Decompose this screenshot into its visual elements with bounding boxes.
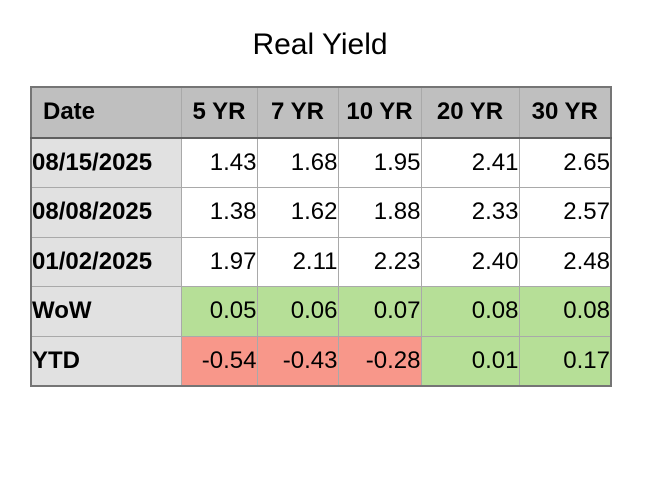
- column-header-30yr: 30 YR: [518, 86, 612, 139]
- cell-positive: 0.06: [256, 286, 339, 337]
- cell: 1.43: [180, 137, 258, 188]
- row-label: 08/08/2025: [30, 187, 182, 238]
- cell: 2.11: [256, 236, 339, 287]
- cell-positive: 0.05: [180, 286, 258, 337]
- column-header-5yr: 5 YR: [180, 86, 258, 139]
- cell: 1.95: [337, 137, 422, 188]
- cell-positive: 0.07: [337, 286, 422, 337]
- cell-positive: 0.01: [420, 335, 520, 387]
- cell-negative: -0.28: [337, 335, 422, 387]
- cell: 2.33: [420, 187, 520, 238]
- real-yield-table: Date 5 YR 7 YR 10 YR 20 YR 30 YR 08/15/2…: [30, 86, 612, 387]
- cell: 2.40: [420, 236, 520, 287]
- cell-negative: -0.43: [256, 335, 339, 387]
- cell: 2.41: [420, 137, 520, 188]
- cell-positive: 0.08: [518, 286, 612, 337]
- page-title: Real Yield: [252, 28, 388, 61]
- cell: 1.88: [337, 187, 422, 238]
- cell: 2.65: [518, 137, 612, 188]
- cell: 1.97: [180, 236, 258, 287]
- column-header-20yr: 20 YR: [420, 86, 520, 139]
- header-row: Date 5 YR 7 YR 10 YR 20 YR 30 YR: [30, 86, 612, 139]
- row-label: YTD: [30, 335, 182, 387]
- cell-positive: 0.08: [420, 286, 520, 337]
- table-row-ytd: YTD -0.54 -0.43 -0.28 0.01 0.17: [30, 335, 612, 387]
- cell: 2.48: [518, 236, 612, 287]
- row-label: 01/02/2025: [30, 236, 182, 287]
- column-header-7yr: 7 YR: [256, 86, 339, 139]
- table-row: 08/15/2025 1.43 1.68 1.95 2.41 2.65: [30, 137, 612, 188]
- table-row: 01/02/2025 1.97 2.11 2.23 2.40 2.48: [30, 236, 612, 287]
- row-label: 08/15/2025: [30, 137, 182, 188]
- column-header-10yr: 10 YR: [337, 86, 422, 139]
- cell: 2.23: [337, 236, 422, 287]
- row-label: WoW: [30, 286, 182, 337]
- cell: 2.57: [518, 187, 612, 238]
- cell-positive: 0.17: [518, 335, 612, 387]
- cell-negative: -0.54: [180, 335, 258, 387]
- column-header-date: Date: [30, 86, 182, 139]
- cell: 1.62: [256, 187, 339, 238]
- cell: 1.68: [256, 137, 339, 188]
- table-row-wow: WoW 0.05 0.06 0.07 0.08 0.08: [30, 286, 612, 337]
- table-row: 08/08/2025 1.38 1.62 1.88 2.33 2.57: [30, 187, 612, 238]
- cell: 1.38: [180, 187, 258, 238]
